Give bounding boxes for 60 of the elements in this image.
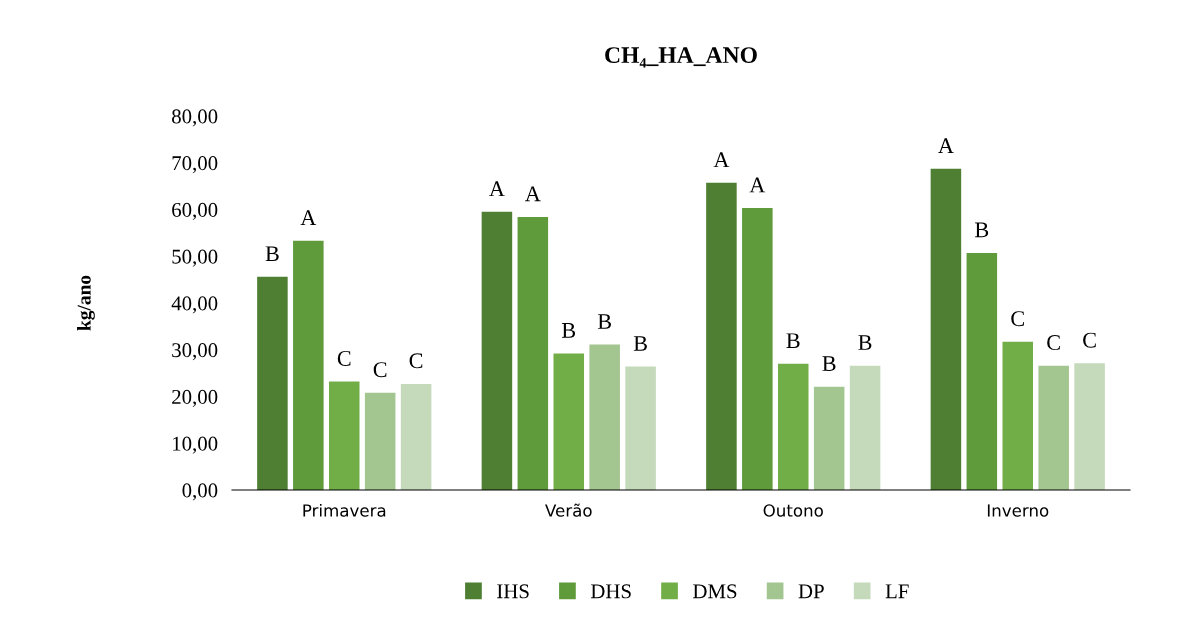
data-label: A [713, 152, 730, 168]
bar [293, 240, 324, 490]
data-label: B [858, 335, 872, 350]
y-tick-label: 10,00 [173, 436, 218, 454]
data-label: A [300, 210, 317, 225]
bar [364, 392, 396, 490]
bar [625, 366, 656, 490]
bar [481, 211, 513, 490]
bar [706, 182, 737, 490]
chart-title: CH₄_HA_ANO [605, 47, 757, 68]
data-label: A [525, 186, 541, 202]
data-label: A [749, 177, 766, 193]
y-axis-title: kg/ano [77, 275, 95, 331]
data-label: B [633, 336, 647, 351]
data-label: B [265, 246, 279, 262]
legend-label: IHS [497, 584, 529, 599]
legend-label: DMS [693, 584, 737, 599]
y-tick-label: 80,00 [172, 109, 218, 127]
x-tick-label: Verão [545, 503, 592, 517]
data-label: C [409, 353, 423, 369]
y-tick-label: 30,00 [172, 343, 218, 361]
y-tick-label: 70,00 [172, 156, 218, 174]
x-tick-label: Outono [763, 504, 823, 517]
y-tick-label: 50,00 [172, 249, 218, 267]
x-tick-label: Inverno [987, 504, 1049, 517]
data-label: C [1047, 335, 1060, 351]
data-label: B [975, 222, 989, 238]
bar [966, 252, 998, 490]
data-label: B [822, 356, 836, 371]
bar [257, 276, 288, 490]
y-tick-label: 40,00 [171, 296, 218, 314]
legend-label: DHS [590, 584, 631, 599]
legend-label: DP [798, 584, 824, 599]
bar [400, 383, 432, 490]
data-label: C [1011, 311, 1024, 327]
data-label: C [337, 350, 351, 366]
bar [589, 344, 620, 490]
bar [517, 216, 549, 490]
data-label: A [938, 138, 954, 153]
data-label: B [786, 333, 800, 348]
x-tick-label: Primavera [303, 503, 386, 517]
bar [1002, 341, 1034, 490]
data-label: B [561, 323, 576, 338]
bar [742, 208, 773, 490]
bar [1038, 365, 1069, 490]
bar [777, 363, 809, 490]
data-label: A [489, 181, 505, 196]
data-label: C [1083, 332, 1096, 348]
bar [1074, 363, 1105, 490]
data-label: C [373, 362, 387, 378]
y-tick-label: 20,00 [172, 389, 218, 407]
bar [553, 353, 585, 490]
bar [930, 168, 962, 490]
y-tick-label: 0,00 [182, 483, 218, 501]
y-tick-label: 60,00 [172, 202, 218, 220]
bar [328, 381, 360, 490]
bar [813, 386, 845, 490]
bar [849, 365, 881, 490]
legend-label: LF [885, 584, 909, 599]
data-label: B [597, 314, 611, 329]
